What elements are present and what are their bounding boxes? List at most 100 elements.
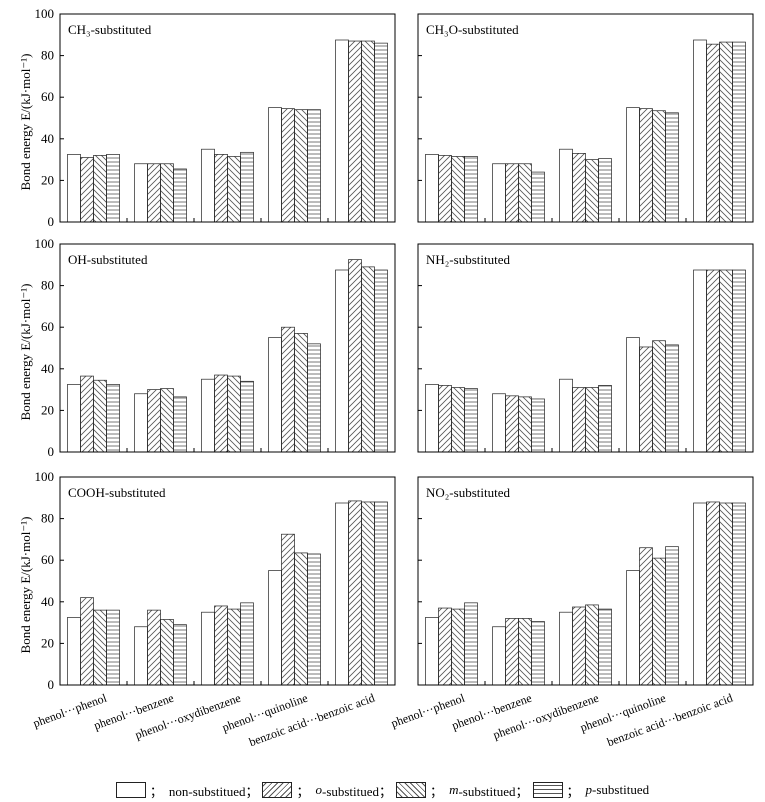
bar (134, 393, 148, 453)
bar (719, 269, 733, 453)
bar (227, 375, 241, 453)
bar (147, 163, 161, 223)
bar (307, 343, 321, 453)
bar (719, 502, 733, 686)
bar (201, 378, 215, 453)
panel-frame (417, 476, 754, 686)
bar (335, 269, 349, 453)
y-axis-label: Bond energy E/(kJ·mol⁻¹) (18, 517, 33, 654)
y-tick-label: 80 (41, 511, 54, 526)
bar (425, 154, 439, 223)
legend-prefix: p (585, 782, 593, 797)
bar (598, 385, 612, 453)
bar (294, 552, 308, 686)
bar (281, 326, 295, 453)
bar (106, 154, 120, 223)
y-tick-label: 40 (41, 131, 54, 146)
bar (240, 602, 254, 686)
y-axis-label: Bond energy E/(kJ·mol⁻¹) (18, 284, 33, 421)
bar (268, 107, 282, 223)
panel-title: CH₃-substituted (68, 22, 152, 37)
legend-item: ； p -substitued (532, 781, 650, 800)
bar (173, 396, 187, 453)
bar (374, 501, 388, 686)
plot-area: 0 20 40 60 80 100 CH₃-substituted Bond energy E… (18, 6, 754, 750)
bar (531, 621, 545, 686)
y-tick-label: 100 (35, 469, 55, 484)
bar (67, 617, 81, 686)
bar (572, 387, 586, 453)
bar (281, 533, 295, 686)
bar (652, 557, 666, 686)
bar (451, 608, 465, 686)
bar (80, 597, 94, 686)
legend-item: ； m -substitued； (396, 781, 529, 800)
panel-frame (417, 13, 754, 223)
bar (294, 333, 308, 453)
bar (492, 626, 506, 686)
y-tick-label: 20 (41, 635, 54, 650)
bar (438, 385, 452, 453)
bar (559, 611, 573, 686)
bar (706, 43, 720, 223)
bar (518, 396, 532, 453)
y-tick-label: 40 (41, 361, 54, 376)
bar (214, 154, 228, 223)
y-tick-label: 60 (41, 319, 54, 334)
bar (464, 388, 478, 453)
bar (214, 374, 228, 453)
bar (732, 502, 746, 686)
bar (348, 500, 362, 686)
bar (160, 163, 174, 223)
bar (626, 570, 640, 686)
bar (464, 602, 478, 686)
legend-item: ； non-substitued； (115, 781, 258, 800)
bar (348, 259, 362, 453)
bar (505, 395, 519, 453)
bar (665, 546, 679, 686)
panel: 0 20 40 60 80 100 OH-substituted Bond energy E/… (18, 236, 396, 459)
bar (106, 609, 120, 686)
y-tick-label: 0 (48, 214, 55, 229)
bar (335, 39, 349, 223)
bar (268, 337, 282, 453)
y-tick-label: 60 (41, 552, 54, 567)
panel-title: COOH-substituted (68, 485, 166, 500)
legend-separator: ； (430, 783, 444, 799)
bar (626, 107, 640, 223)
bar (201, 611, 215, 686)
y-tick-label: 100 (35, 236, 55, 251)
y-tick-label: 80 (41, 278, 54, 293)
bar (93, 379, 107, 453)
bar (652, 340, 666, 453)
legend-swatch (396, 782, 427, 798)
bar (693, 269, 707, 453)
bar (505, 163, 519, 223)
bar (665, 344, 679, 453)
bar (585, 159, 599, 223)
x-tick-label: benzoic acid···benzoic acid (605, 691, 734, 750)
bar (451, 387, 465, 453)
bar (639, 547, 653, 686)
legend-label: -substitued (592, 782, 650, 797)
bar (639, 346, 653, 453)
legend-label: -substitued； (458, 783, 529, 799)
panel: NH₂-substituted (417, 243, 754, 453)
bar (652, 110, 666, 223)
y-tick-label: 40 (41, 594, 54, 609)
bar (639, 108, 653, 223)
legend-separator: ； (566, 783, 580, 799)
bar (294, 109, 308, 223)
bar (134, 626, 148, 686)
bar (572, 606, 586, 686)
bar (531, 398, 545, 453)
legend-swatch (262, 782, 293, 798)
bar (665, 112, 679, 223)
bar (268, 570, 282, 686)
bar (361, 40, 375, 223)
y-tick-label: 0 (48, 677, 55, 692)
bar (227, 156, 241, 223)
bar (240, 380, 254, 453)
legend-swatch (532, 782, 563, 798)
y-tick-label: 20 (41, 402, 54, 417)
